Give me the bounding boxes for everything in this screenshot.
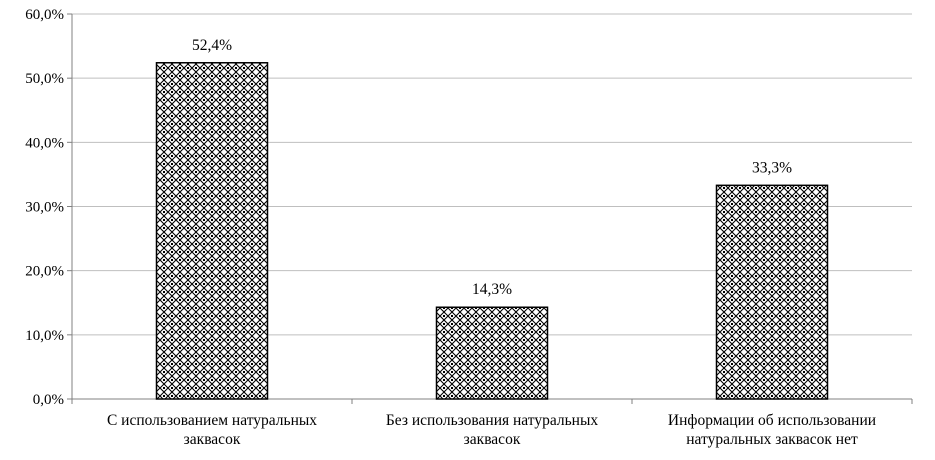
y-tick-label: 60,0% bbox=[25, 7, 64, 23]
x-category-label: заквасок bbox=[464, 431, 521, 448]
bar bbox=[435, 306, 549, 400]
data-label: 14,3% bbox=[472, 281, 512, 298]
x-category-label: Информации об использовании bbox=[668, 412, 876, 429]
data-label: 33,3% bbox=[752, 159, 792, 176]
y-tick-label: 20,0% bbox=[25, 264, 64, 280]
labels: 0,0% 10,0% 20,0% 30,0% 40,0% 50,0% 60,0% 52,4% С… bbox=[25, 7, 876, 448]
x-category-label: натуральных заквасок нет bbox=[686, 431, 858, 448]
y-tick-label: 30,0% bbox=[25, 200, 64, 216]
y-tick-label: 50,0% bbox=[25, 71, 64, 87]
y-tick-label: 10,0% bbox=[25, 328, 64, 344]
x-category-label: заквасок bbox=[184, 431, 241, 448]
x-category-label: Без использования натуральных bbox=[386, 412, 599, 429]
bar bbox=[155, 62, 269, 400]
data-label: 52,4% bbox=[192, 37, 232, 54]
x-category-label: С использованием натуральных bbox=[107, 412, 317, 429]
bar bbox=[715, 184, 829, 400]
y-tick-label: 40,0% bbox=[25, 135, 64, 151]
y-tick-label: 0,0% bbox=[33, 392, 64, 408]
bars bbox=[155, 62, 829, 400]
